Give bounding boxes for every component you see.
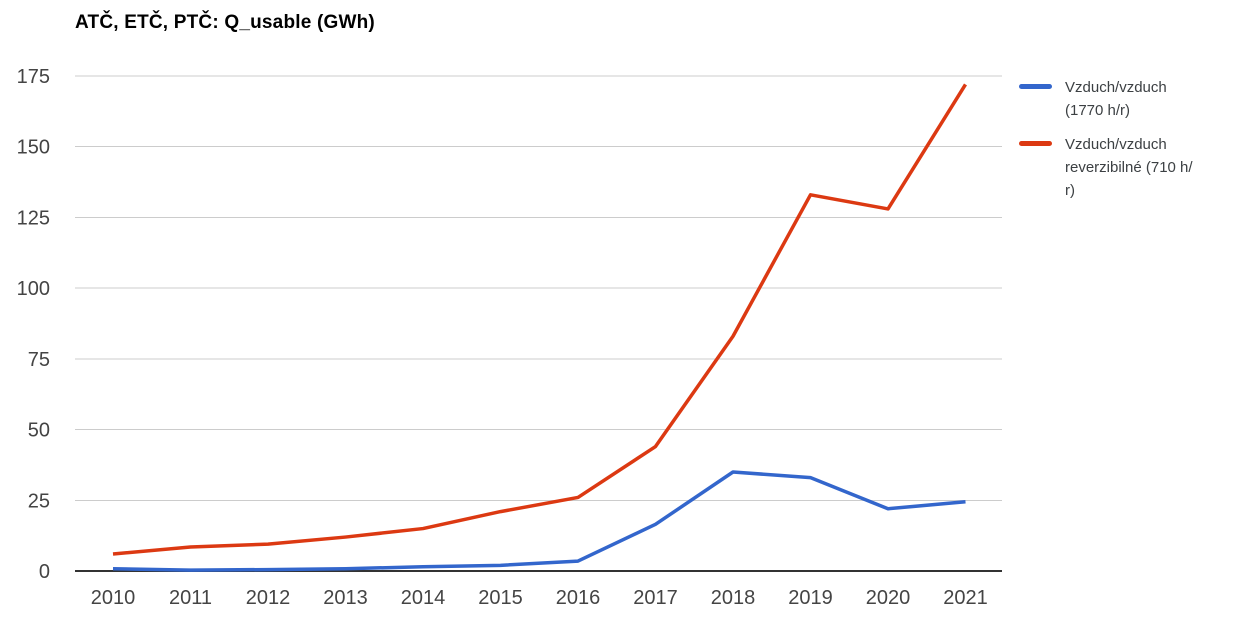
x-tick-label: 2016 <box>556 587 601 609</box>
x-tick-label: 2021 <box>943 587 988 609</box>
x-tick-label: 2018 <box>711 587 756 609</box>
legend: Vzduch/vzduch (1770 h/r) Vzduch/vzduch reve… <box>1019 76 1239 213</box>
x-tick-label: 2017 <box>633 587 678 609</box>
y-tick-label: 100 <box>17 278 50 300</box>
chart-title: ATČ, ETČ, PTČ: Q_usable (GWh) <box>75 12 375 33</box>
y-tick-label: 0 <box>39 561 50 583</box>
y-tick-label: 25 <box>28 490 50 512</box>
y-tick-label: 50 <box>28 420 50 442</box>
y-tick-label: 125 <box>17 207 50 229</box>
series-line-1[interactable] <box>112 83 967 556</box>
legend-item-1[interactable]: Vzduch/vzduch reverzibilné (710 h/r) <box>1019 133 1239 202</box>
y-tick-label: 150 <box>17 137 50 159</box>
x-tick-label: 2020 <box>866 587 911 609</box>
legend-item-0[interactable]: Vzduch/vzduch (1770 h/r) <box>1019 76 1239 122</box>
y-tick-label: 75 <box>28 349 50 371</box>
x-tick-label: 2019 <box>788 587 833 609</box>
legend-label: Vzduch/vzduch (1770 h/r) <box>1065 79 1167 119</box>
x-tick-label: 2012 <box>246 587 291 609</box>
x-tick-label: 2015 <box>478 587 523 609</box>
x-tick-label: 2011 <box>169 587 212 609</box>
x-tick-label: 2014 <box>401 587 446 609</box>
legend-swatch-icon <box>1019 141 1052 146</box>
x-tick-label: 2013 <box>323 587 368 609</box>
y-tick-label: 175 <box>17 66 50 88</box>
legend-swatch-icon <box>1019 84 1052 89</box>
series-line-0[interactable] <box>112 470 966 572</box>
x-tick-label: 2010 <box>91 587 136 609</box>
legend-label: Vzduch/vzduch reverzibilné (710 h/r) <box>1065 136 1193 199</box>
